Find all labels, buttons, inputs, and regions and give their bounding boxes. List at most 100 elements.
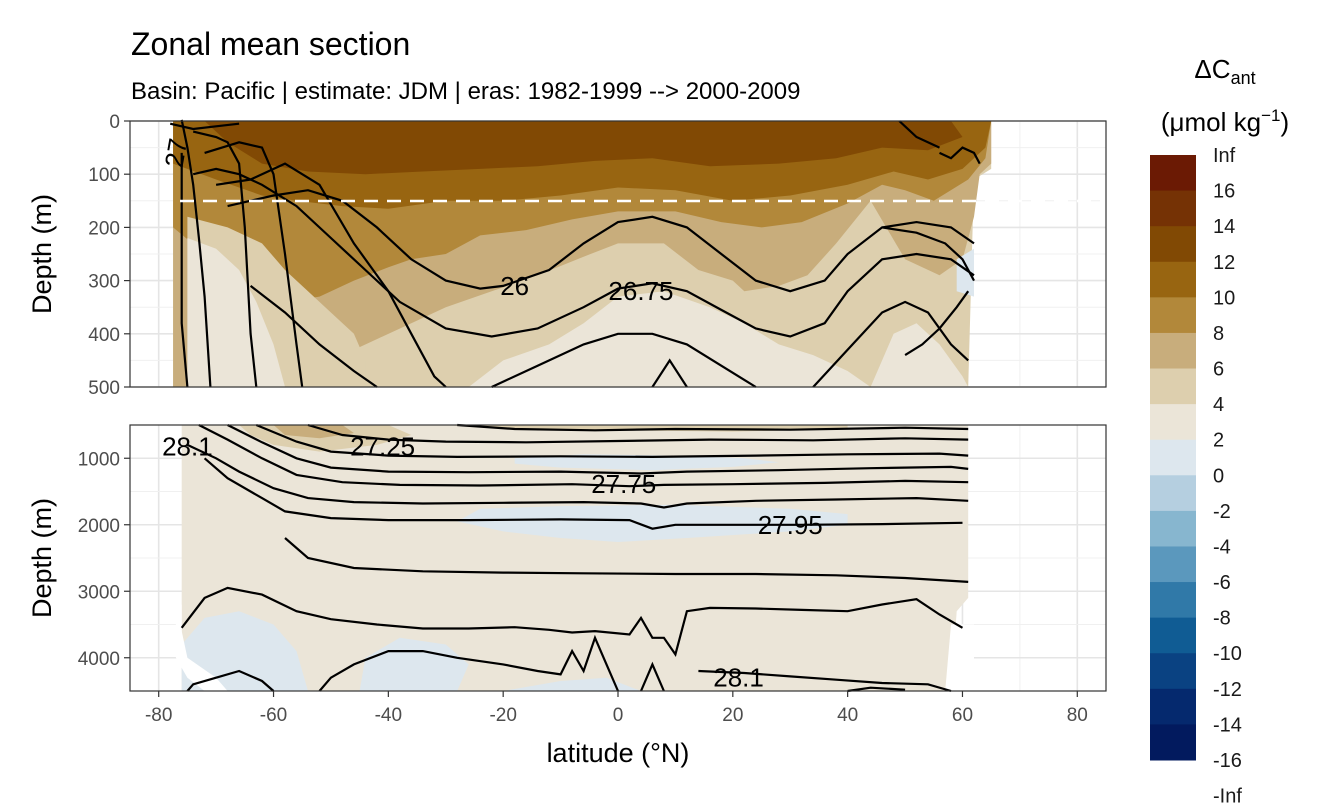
chart-title: Zonal mean section — [131, 26, 410, 62]
contour-label: 26.75 — [608, 276, 673, 306]
legend-swatch — [1150, 404, 1196, 441]
legend-label: 8 — [1213, 323, 1224, 345]
y-tick-label-lower: 2000 — [78, 516, 120, 537]
y-tick-label-upper: 100 — [88, 165, 120, 186]
legend-label: -Inf — [1213, 786, 1242, 806]
legend-swatch — [1150, 261, 1196, 298]
upper-fill-field — [173, 121, 992, 387]
legend-label: -12 — [1213, 679, 1242, 701]
contour-line — [939, 146, 981, 165]
chart-subtitle: Basin: Pacific | estimate: JDM | eras: 1… — [131, 78, 800, 105]
contour-line — [186, 443, 969, 509]
fill-no-data-north — [945, 624, 974, 691]
x-tick-label: 20 — [722, 705, 743, 726]
contour-label: 28.1 — [162, 431, 213, 461]
x-axis-title: latitude (°N) — [547, 738, 690, 768]
x-tick-label: 60 — [952, 705, 973, 726]
lower-panel — [129, 423, 1107, 693]
legend-swatch — [1150, 155, 1196, 192]
contour-line — [255, 423, 969, 459]
fill-band-2-4-south — [187, 238, 285, 387]
legend-label: -10 — [1213, 643, 1242, 665]
upper-panel-border — [129, 120, 1107, 388]
contour-label: 27.25 — [350, 431, 415, 461]
y-tick-label-upper: 500 — [88, 378, 120, 399]
contour-line — [204, 141, 304, 388]
legend-swatch — [1150, 653, 1196, 690]
y-tick-label-upper: 200 — [88, 218, 120, 239]
y-tick-label-lower: 4000 — [78, 649, 120, 670]
x-tick-label: -60 — [260, 705, 287, 726]
fill-band-0-neg2-lower-b — [457, 504, 848, 542]
legend-swatch — [1150, 688, 1196, 725]
contour-line — [457, 423, 969, 432]
contour-line — [249, 285, 378, 388]
x-tick-label: -20 — [489, 705, 516, 726]
legend-unit: (μmol kg−1) — [1161, 106, 1289, 137]
fill-no-data-south — [175, 604, 228, 691]
contour-label: 27.95 — [758, 510, 823, 540]
contour-line — [180, 586, 964, 657]
y-tick-label-upper: 0 — [109, 112, 120, 133]
fill-band-6-8-lower — [273, 425, 354, 439]
legend-swatch — [1150, 439, 1196, 476]
y-tick-label-upper: 400 — [88, 325, 120, 346]
contour-line — [639, 661, 665, 692]
contour-line — [318, 634, 620, 692]
contour-line — [192, 167, 975, 338]
contour-label: 27.75 — [591, 469, 656, 499]
contour-line — [898, 120, 940, 149]
y-tick-label-lower: 3000 — [78, 582, 120, 603]
contour-line — [847, 686, 906, 693]
fill-band-0-neg2-lower — [514, 454, 779, 471]
y-tick-label-upper: 300 — [88, 272, 120, 293]
contour-line — [192, 130, 258, 388]
contour-line — [227, 189, 975, 293]
legend-swatch — [1150, 510, 1196, 547]
contour-line — [203, 457, 963, 530]
legend-swatch — [1150, 297, 1196, 334]
contour-line — [307, 423, 969, 444]
legend-label: 12 — [1213, 252, 1235, 274]
legend-swatch — [1150, 617, 1196, 654]
fill-band-12-14 — [204, 121, 963, 175]
legend-label: 4 — [1213, 394, 1224, 416]
legend-label: -16 — [1213, 750, 1242, 772]
upper-panel — [129, 119, 1107, 388]
legend-swatch — [1150, 546, 1196, 583]
fill-band-0-neg2-south — [181, 611, 308, 691]
contour-line — [227, 424, 969, 475]
legend-label: 6 — [1213, 359, 1224, 381]
fill-band-2-4-north — [870, 323, 969, 387]
contour-label: 26 — [500, 271, 529, 301]
contour-line — [186, 669, 275, 692]
contour-line — [812, 300, 969, 388]
legend-label: -2 — [1213, 501, 1231, 523]
legend-swatch — [1150, 226, 1196, 263]
legend-label: 0 — [1213, 465, 1224, 487]
x-tick-label: 0 — [613, 705, 624, 726]
y-axis-title-upper: Depth (m) — [27, 194, 57, 314]
legend-swatch — [1150, 724, 1196, 761]
contour-line — [198, 424, 969, 488]
contour-line — [698, 669, 952, 693]
contour-line — [180, 152, 189, 388]
legend: ΔCant (μmol kg−1) Inf 16 14 12 10 8 6 4 2 0 -2 -4 -6… — [1150, 54, 1289, 806]
legend-title: ΔCant — [1194, 54, 1255, 88]
legend-swatch — [1150, 582, 1196, 619]
contour-line — [651, 358, 688, 388]
x-tick-label: -40 — [375, 705, 402, 726]
legend-label: 10 — [1213, 287, 1235, 309]
legend-label: -8 — [1213, 608, 1231, 630]
contour-line — [491, 332, 757, 388]
legend-swatch — [1150, 368, 1196, 405]
contour-line — [215, 162, 447, 388]
x-tick-label: 40 — [837, 705, 858, 726]
y-tick-label-lower: 1000 — [78, 449, 120, 470]
legend-label: Inf — [1213, 145, 1236, 167]
contour-label: 28.1 — [713, 663, 764, 693]
fill-band-0-neg2 — [956, 248, 974, 297]
fill-band-0-neg2-deep-b — [503, 677, 641, 691]
contour-line — [284, 537, 969, 583]
